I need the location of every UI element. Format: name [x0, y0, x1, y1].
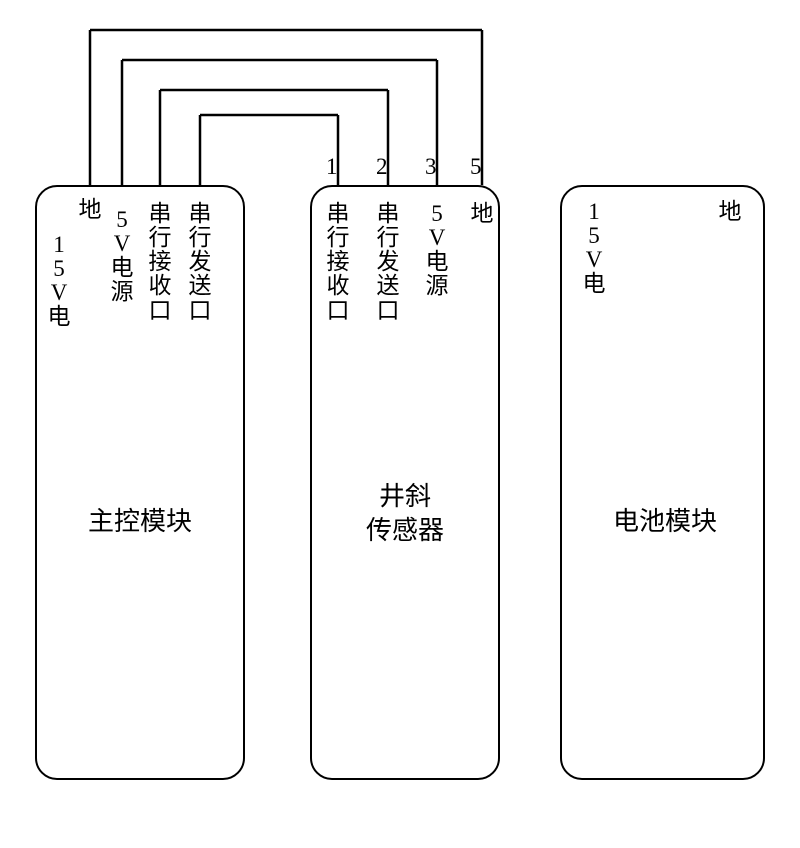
battery-gnd-label: 地 — [718, 200, 742, 224]
sensor-serial-tx-label: 串行发送口 — [376, 202, 400, 323]
diagram-canvas: 15V电 地 5V电源 串行接收口 串行发送口 主控模块 1 2 3 5 串行接… — [0, 0, 800, 848]
sensor-5v-label: 5V电源 — [425, 202, 449, 299]
sensor-serial-rx-label: 串行接收口 — [326, 202, 350, 323]
main-title: 主控模块 — [65, 505, 215, 539]
main-serial-rx-label: 串行接收口 — [148, 202, 172, 323]
sensor-gnd-label: 地 — [470, 202, 494, 226]
main-15v-label: 15V电 — [47, 233, 71, 330]
sensor-pin-1: 1 — [326, 154, 338, 180]
sensor-title: 井斜传感器 — [355, 480, 455, 548]
battery-15v-label: 15V电 — [582, 200, 606, 297]
sensor-pin-2: 2 — [376, 154, 388, 180]
battery-title: 电池模块 — [590, 505, 740, 539]
sensor-pin-5: 5 — [470, 154, 482, 180]
sensor-pin-3: 3 — [425, 154, 437, 180]
main-serial-tx-label: 串行发送口 — [188, 202, 212, 323]
main-5v-label: 5V电源 — [110, 208, 134, 305]
main-gnd-label: 地 — [78, 198, 102, 222]
